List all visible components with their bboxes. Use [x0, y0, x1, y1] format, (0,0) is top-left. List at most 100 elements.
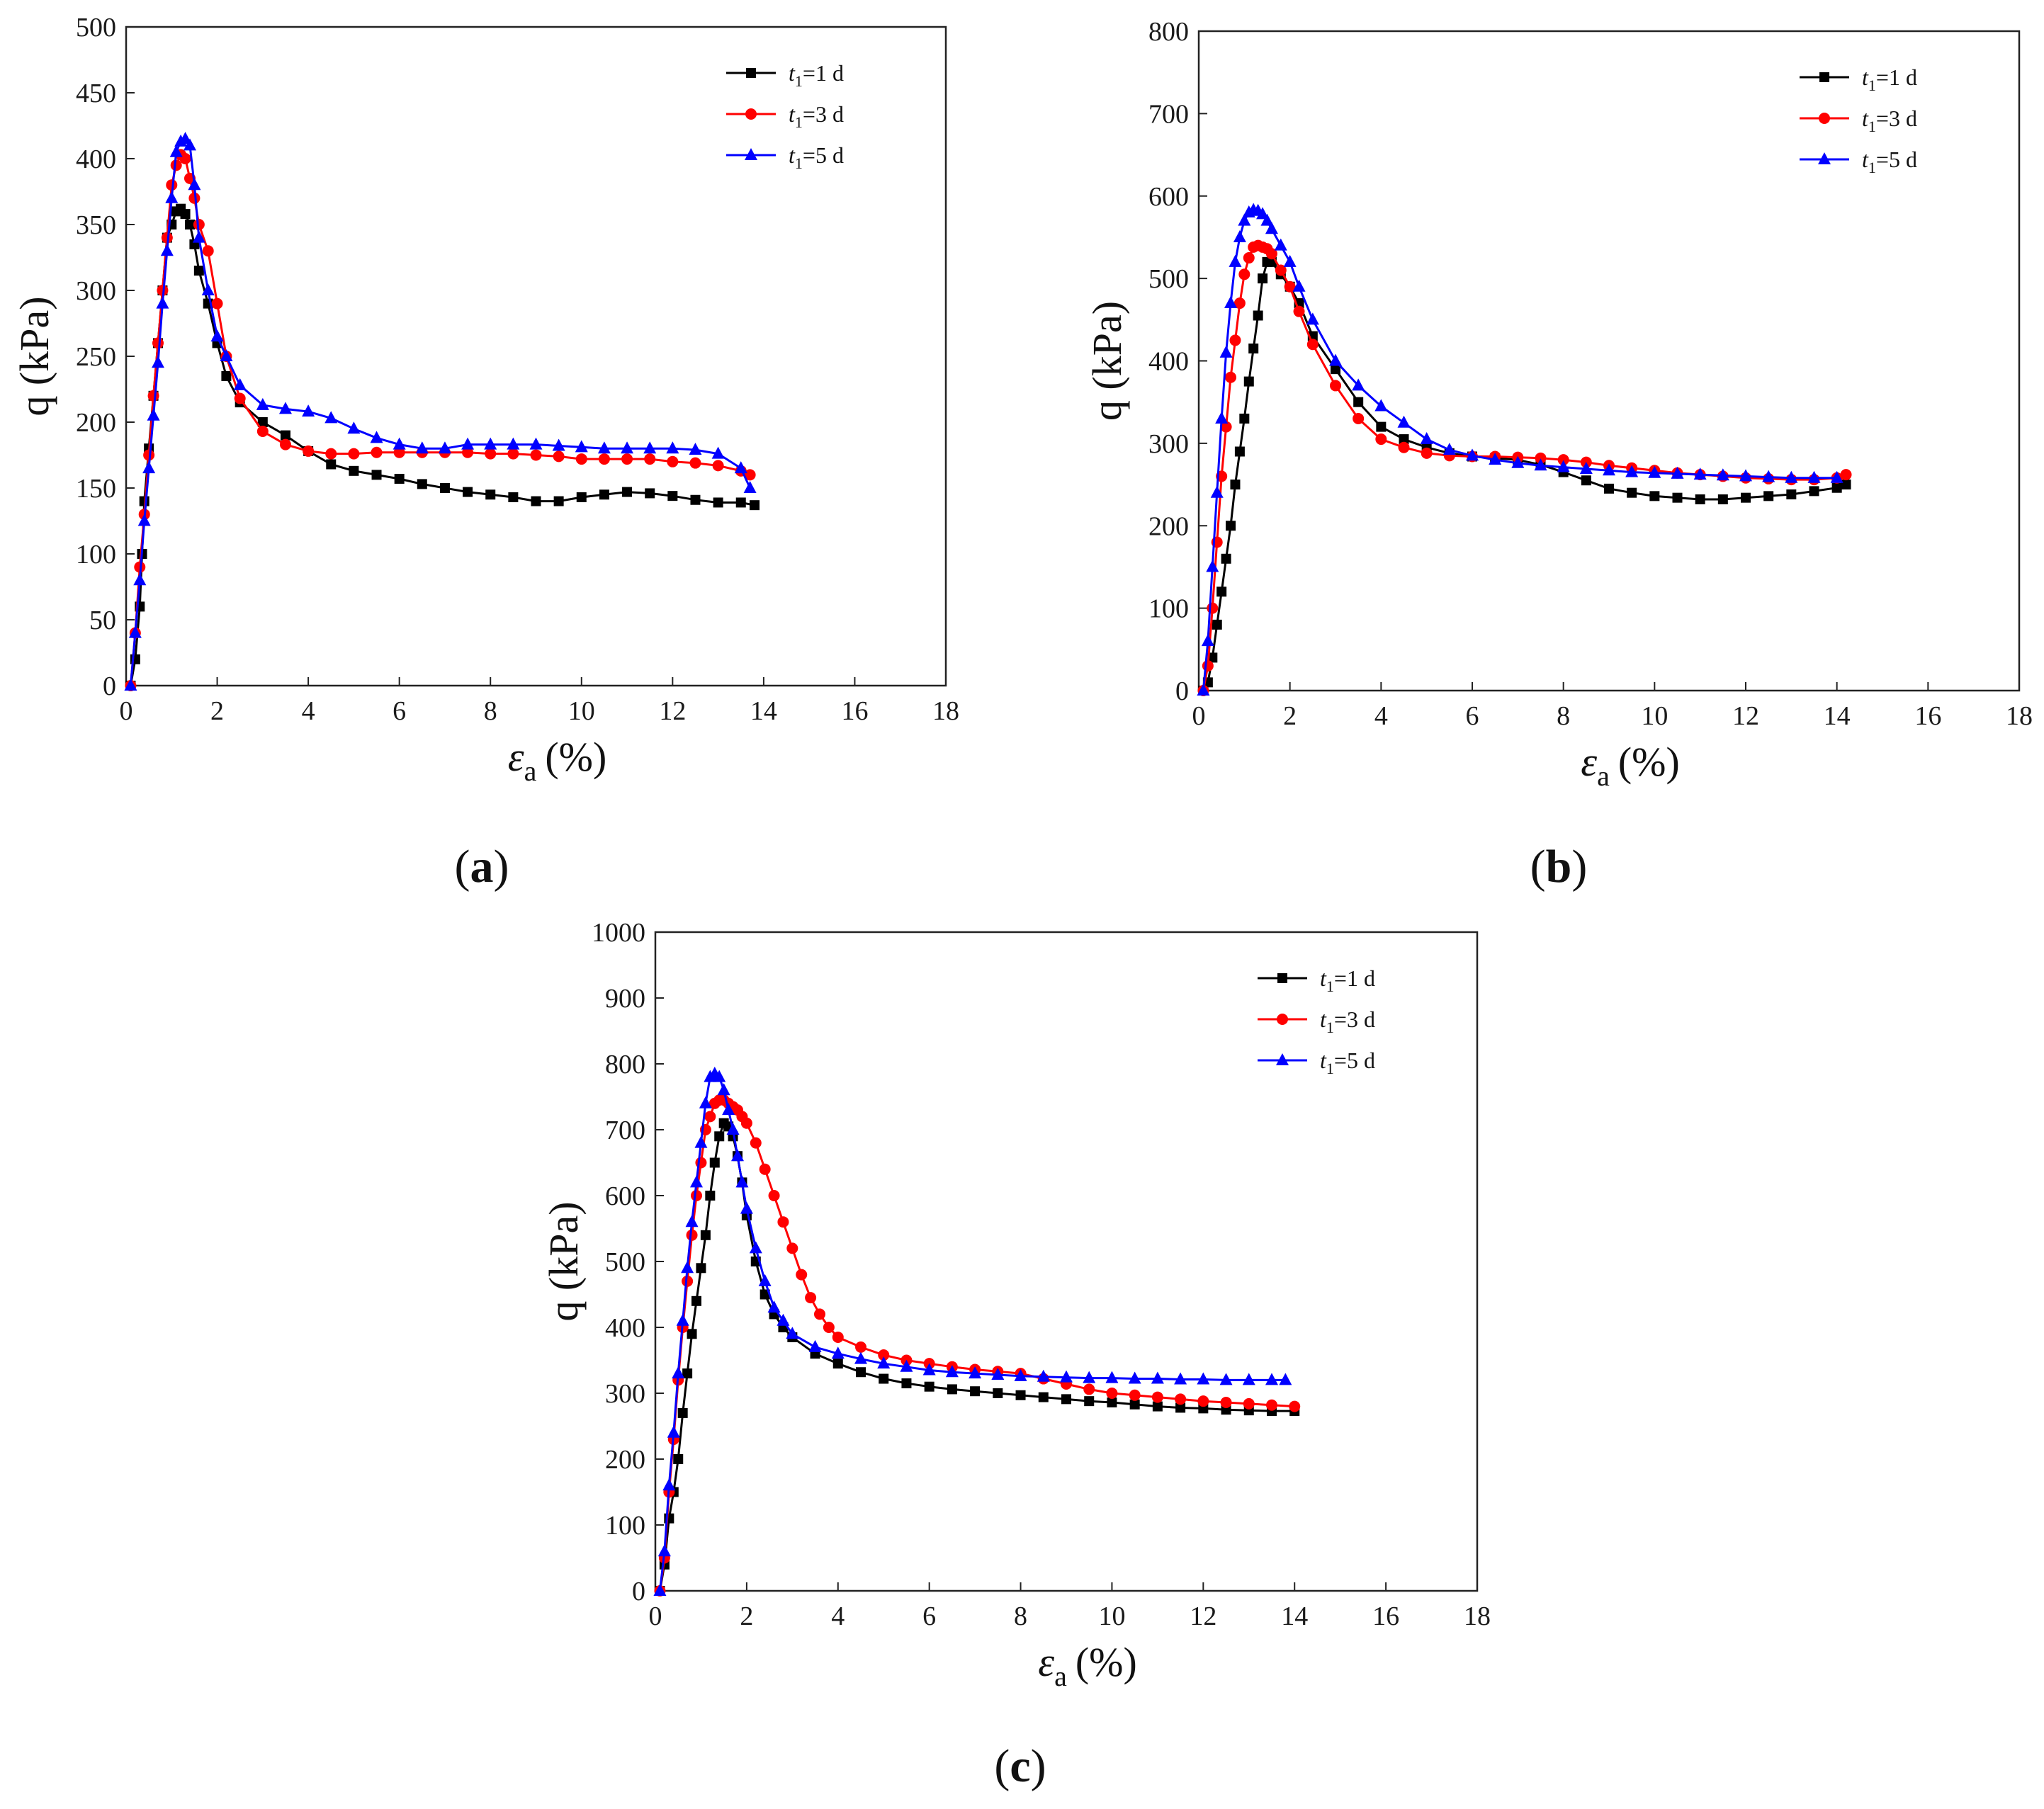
data-point	[1557, 460, 1570, 472]
data-point	[371, 470, 382, 480]
data-point	[672, 1366, 685, 1379]
x-tick-label: 12	[1190, 1601, 1216, 1631]
data-point	[734, 461, 747, 474]
data-point	[1717, 494, 1728, 505]
data-point	[1840, 469, 1852, 481]
data-point	[1197, 684, 1210, 696]
data-point	[597, 441, 611, 454]
legend-subscript: 1	[1868, 159, 1876, 176]
data-point	[133, 573, 147, 586]
legend-subscript: 1	[795, 113, 803, 131]
data-point	[1253, 310, 1263, 321]
data-point	[1234, 446, 1245, 457]
data-point	[1242, 1373, 1255, 1385]
data-point	[463, 487, 473, 497]
data-point	[1256, 207, 1270, 220]
data-point	[1197, 1395, 1209, 1407]
data-point	[1739, 469, 1752, 482]
data-point	[1037, 1369, 1050, 1382]
data-point	[1175, 1402, 1186, 1413]
y-tick-label: 0	[1175, 676, 1189, 706]
data-point	[393, 446, 405, 458]
data-point	[1695, 494, 1705, 505]
y-tick-label: 50	[89, 606, 116, 635]
data-point	[142, 461, 156, 474]
data-point	[326, 459, 337, 470]
data-point	[750, 500, 760, 511]
data-point	[179, 132, 192, 144]
data-point	[1397, 415, 1411, 428]
data-point	[1233, 229, 1246, 242]
data-point	[877, 1356, 891, 1369]
legend-symbol: t	[1862, 147, 1869, 172]
y-tick-label: 600	[1148, 182, 1189, 212]
legend-value: =3 d	[803, 101, 844, 127]
data-point	[211, 297, 223, 310]
data-point	[1762, 470, 1775, 482]
y-tick-label: 500	[605, 1247, 645, 1277]
data-point	[1330, 380, 1341, 392]
data-point	[221, 370, 232, 381]
data-point	[696, 1263, 706, 1274]
data-point	[461, 437, 475, 450]
x-tick-label: 8	[1557, 701, 1570, 731]
data-point	[1128, 1371, 1141, 1384]
data-point	[758, 1274, 772, 1286]
data-point	[643, 441, 657, 454]
data-point	[676, 1313, 689, 1326]
y-axis-label: q (kPa)	[1084, 301, 1130, 421]
x-axis-subscript: a	[1054, 1660, 1067, 1692]
data-point	[1014, 1368, 1027, 1381]
data-point	[808, 1339, 822, 1352]
data-point	[184, 220, 195, 229]
data-point	[1841, 480, 1851, 490]
data-point	[1243, 376, 1254, 387]
data-point	[1649, 491, 1660, 501]
y-tick-label: 250	[76, 342, 116, 372]
data-point	[1221, 553, 1231, 564]
data-point	[575, 453, 587, 465]
x-tick-label: 18	[1464, 1601, 1491, 1631]
y-tick-label: 300	[1148, 429, 1189, 459]
data-point	[160, 244, 174, 256]
data-point	[1693, 467, 1707, 480]
data-point	[1175, 1393, 1187, 1405]
data-point	[622, 487, 633, 497]
legend-symbol: t	[789, 101, 796, 127]
data-point	[1265, 248, 1277, 260]
legend-marker	[1819, 113, 1830, 124]
data-point	[717, 1083, 730, 1096]
x-tick-label: 10	[1641, 701, 1668, 731]
data-point	[530, 449, 542, 461]
y-tick-label: 700	[605, 1116, 645, 1145]
data-point	[879, 1373, 889, 1384]
data-point	[1212, 619, 1222, 630]
data-point	[1152, 1401, 1163, 1412]
data-point	[156, 296, 169, 309]
data-point	[667, 455, 679, 467]
data-point	[768, 1190, 780, 1201]
data-point	[690, 1175, 703, 1188]
data-point	[662, 1478, 676, 1491]
panel-label: (b)	[1530, 841, 1588, 892]
data-point	[740, 1201, 753, 1214]
data-point	[1266, 1399, 1277, 1411]
data-point	[1210, 485, 1224, 498]
data-point	[302, 404, 315, 417]
data-point	[485, 489, 496, 500]
data-point	[1279, 1373, 1292, 1385]
data-point	[686, 1229, 698, 1241]
data-point	[1329, 353, 1342, 366]
data-point	[1420, 432, 1433, 445]
data-point	[1229, 334, 1241, 346]
data-point	[621, 441, 634, 454]
data-point	[786, 1242, 798, 1254]
data-point	[682, 1275, 694, 1287]
data-point	[1207, 652, 1218, 663]
data-point	[393, 437, 406, 450]
data-point	[777, 1216, 789, 1228]
data-point	[731, 1149, 744, 1162]
data-point	[1151, 1391, 1163, 1403]
data-point	[165, 191, 179, 203]
